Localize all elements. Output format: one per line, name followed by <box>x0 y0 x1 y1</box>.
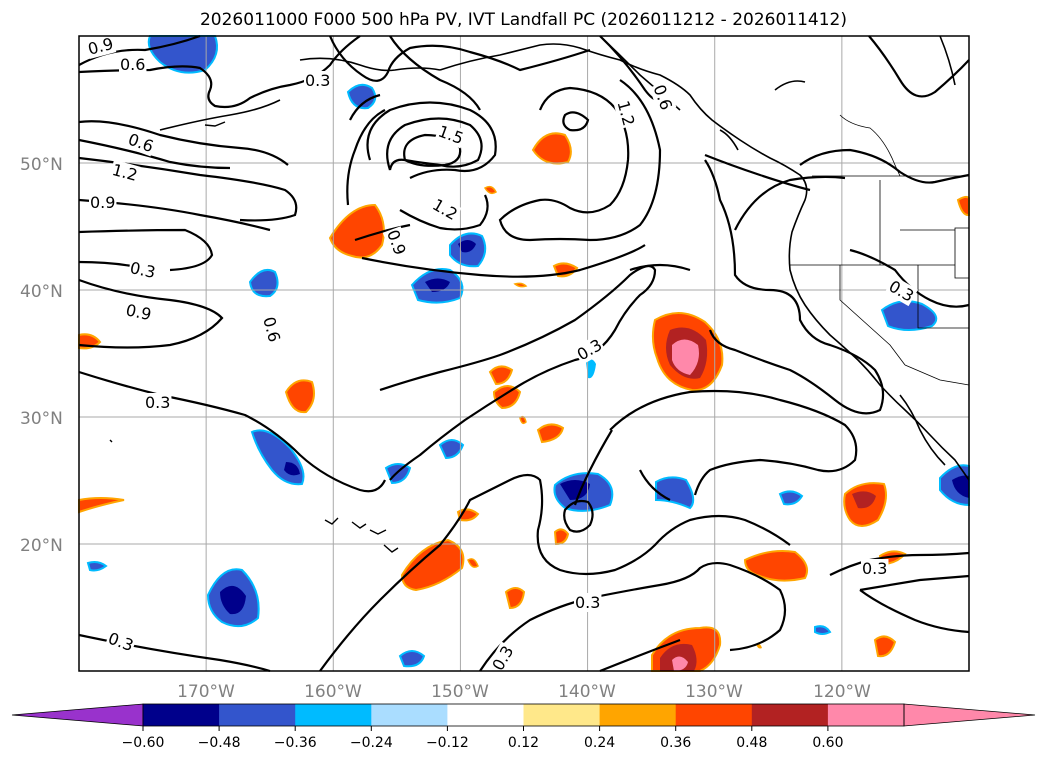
contour-label-bg <box>649 81 677 114</box>
lon-label-130w: 130°W <box>685 682 743 702</box>
contour-label: 0.3 <box>145 393 170 412</box>
colorbar-tick: 0.48 <box>736 735 767 751</box>
map-panel <box>79 36 969 671</box>
contour-label-bg <box>613 97 639 129</box>
contour-label-bg <box>258 313 285 346</box>
colorbar-bin <box>523 704 601 726</box>
contour-label-bg <box>428 194 462 225</box>
lon-label-170w: 170°W <box>177 682 235 702</box>
colorbar-extend-low <box>11 703 144 727</box>
lat-label-40n: 40°N <box>20 282 63 302</box>
contour-label-bg <box>382 226 411 259</box>
contour-label: 0.3 <box>575 593 600 612</box>
contour-label-bg <box>861 559 889 578</box>
colorbar-tick: −0.24 <box>350 735 393 751</box>
lon-label-140w: 140°W <box>558 682 616 702</box>
map-title: 2026011000 F000 500 hPa PV, IVT Landfall… <box>199 10 847 30</box>
colorbar-bin <box>219 704 296 726</box>
colorbar-bin <box>827 704 905 726</box>
lon-label-120w: 120°W <box>813 682 871 702</box>
contour-label-bg <box>487 641 518 675</box>
colorbar-tick: −0.12 <box>426 735 469 751</box>
colorbar-tick: −0.36 <box>274 735 317 751</box>
contour-label: 0.9 <box>124 300 153 324</box>
colorbar-tick: 0.60 <box>812 735 843 751</box>
contour-label-bg <box>84 33 117 60</box>
contour-label-bg <box>574 593 602 612</box>
lon-label-160w: 160°W <box>304 682 362 702</box>
map-frame <box>78 35 970 672</box>
colorbar-bins <box>11 703 1036 731</box>
colorbar-tick: 0.24 <box>584 735 615 751</box>
contour-label: 0.9 <box>90 193 115 212</box>
contour-label: 0.3 <box>862 559 887 578</box>
contour-label-bg <box>884 275 919 307</box>
contour-label-bg <box>89 193 117 212</box>
lat-label-50n: 50°N <box>20 155 63 175</box>
colorbar-ticks: −0.60 −0.48 −0.36 −0.24 −0.12 0.12 0.24 … <box>122 735 844 751</box>
pc-shading <box>78 35 970 672</box>
contour-label: 0.6 <box>120 55 145 74</box>
contour-label: 0.3 <box>305 71 330 90</box>
contour-label-bg <box>304 71 332 90</box>
colorbar-tick: −0.48 <box>198 735 241 751</box>
colorbar-bin <box>751 704 829 726</box>
contour-label-bg <box>109 159 141 186</box>
contour-label-bg <box>123 300 155 325</box>
colorbar-bin <box>143 704 220 726</box>
contour-label-bg <box>119 55 147 74</box>
colorbar-bin <box>599 704 677 726</box>
contour-label-bg <box>127 257 159 283</box>
contour-label-bg <box>144 393 172 412</box>
lat-label-20n: 20°N <box>20 536 63 556</box>
contour-label-bg <box>572 334 607 365</box>
colorbar-tick: −0.60 <box>122 735 165 751</box>
contour-label-bg <box>124 129 158 157</box>
colorbar-bin <box>675 704 753 726</box>
islands <box>109 121 399 553</box>
longitude-labels: 170°W 160°W 150°W 140°W 130°W 120°W <box>177 682 871 702</box>
contour-label-bg <box>104 628 138 656</box>
colorbar-tick: 0.12 <box>508 735 539 751</box>
colorbar-bin <box>371 704 448 726</box>
colorbar-bin <box>447 704 524 726</box>
colorbar-tick: 0.36 <box>660 735 691 751</box>
colorbar: −0.60 −0.48 −0.36 −0.24 −0.12 0.12 0.24 … <box>11 703 1036 751</box>
lat-label-30n: 30°N <box>20 409 63 429</box>
contour-label-bg <box>434 121 468 149</box>
lon-label-150w: 150°W <box>431 682 489 702</box>
contour-label-backgrounds <box>84 33 919 675</box>
contour-label: 0.3 <box>128 258 157 282</box>
latitude-labels: 20°N 30°N 40°N 50°N <box>20 155 63 556</box>
colorbar-bin <box>295 704 372 726</box>
colorbar-extend-high <box>903 703 1036 727</box>
